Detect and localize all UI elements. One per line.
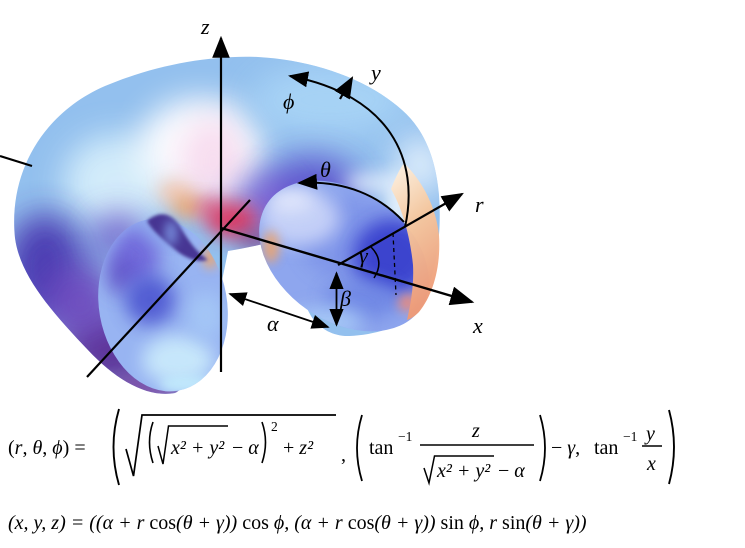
x-axis-negative-segment (0, 154, 33, 168)
phi-arc-arrow (288, 71, 410, 228)
equation-spherical-from-cartesian: (r, θ, ϕ) = x² + y² − α 2 + z² , tan −1 … (8, 408, 675, 486)
eq1-inner-radicand: x² + y² (170, 437, 225, 459)
eq2-line: (x, y, z) = ((α + r cos(θ + γ)) cos ϕ, (… (8, 512, 587, 534)
torus-outer-band (391, 163, 440, 320)
eq1-plus-z-squared: + z² (283, 437, 314, 459)
theta-angle-label: θ (320, 157, 331, 182)
eq1-arctan: tan (369, 437, 393, 459)
beta-dimension-label: β (339, 286, 351, 311)
eq1-denominator-radicand: x² + y² (436, 460, 491, 482)
eq1-outer-radical (125, 414, 336, 477)
y-axis-arrow-segment (334, 76, 354, 100)
eq1-inner-close-paren (261, 421, 267, 464)
eq1-big-close-paren (668, 409, 675, 485)
x-axis-label: x (472, 313, 483, 338)
cut-rim-sheen (165, 220, 177, 246)
eq1-fraction2-numerator: y (644, 423, 655, 445)
eq1-arctan2-exponent: −1 (623, 429, 637, 444)
y-axis-label: y (369, 60, 381, 85)
annotations (228, 71, 410, 329)
eq1-inner-radical (157, 425, 228, 465)
torus-surface (14, 56, 440, 394)
vertical-dashed-line (392, 232, 397, 296)
torus-cut-rim-fin (147, 214, 208, 261)
r-axis-label: r (475, 192, 484, 217)
torus-left-cut-face (98, 214, 228, 393)
eq1-big-open-paren (112, 408, 120, 486)
phi-angle-label: ϕ (283, 89, 294, 114)
alpha-dimension-label: α (267, 311, 279, 336)
z-axis-label: z (200, 14, 210, 39)
eq1-tan-open-paren (356, 414, 363, 482)
eq1-comma: , (341, 444, 346, 466)
eq1-square-exponent: 2 (271, 419, 278, 434)
figure-labels: z y ϕ θ r x γ β α (200, 14, 484, 338)
gamma-angle-label: γ (359, 243, 369, 268)
eq1-fraction2-denominator: x (646, 453, 656, 475)
alpha-dimension-arrow (228, 292, 330, 329)
equation-cartesian-from-toroidal: (x, y, z) = ((α + r cos(θ + γ)) cos ϕ, (… (8, 512, 587, 534)
r-axis (337, 192, 464, 266)
theta-arc-arrow (297, 173, 405, 223)
eq1-fraction-numerator: z (471, 420, 480, 442)
eq1-denominator-radical (423, 455, 494, 486)
eq1-arctan-exponent: −1 (398, 429, 412, 444)
eq1-minus-alpha: − α (232, 437, 259, 459)
eq1-denominator-minus-alpha: − α (498, 460, 525, 482)
axes (0, 35, 475, 378)
x-axis (220, 226, 475, 306)
eq1-tan-close-paren (539, 414, 546, 482)
gamma-angle-arc (370, 246, 380, 279)
eq1-arctan2: tan (594, 437, 618, 459)
eq1-inner-open-paren (148, 421, 154, 464)
eq1-minus-gamma: − γ, (551, 437, 580, 459)
eq1-lhs: (r, θ, ϕ) = (8, 437, 86, 459)
